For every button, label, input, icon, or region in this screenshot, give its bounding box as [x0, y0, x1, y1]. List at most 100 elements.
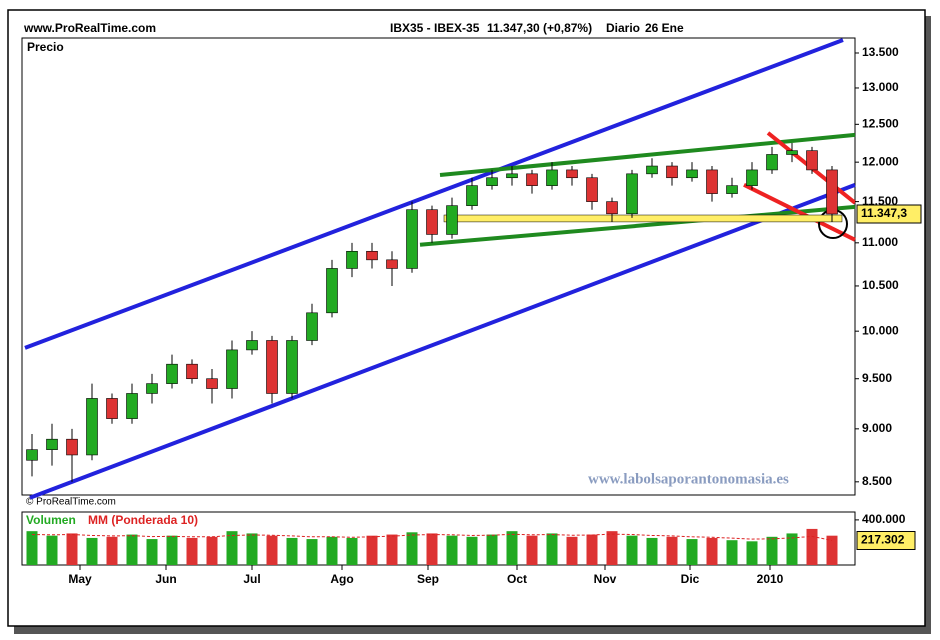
candle-body	[586, 177, 598, 202]
volume-bar	[86, 537, 98, 565]
last-price-box	[856, 204, 922, 224]
volume-bar	[106, 536, 118, 565]
y-tick-label: 11.000	[862, 235, 898, 249]
candle-body	[426, 209, 438, 235]
candle-body	[286, 340, 298, 394]
volume-bar	[606, 531, 618, 565]
candle-body	[566, 169, 578, 179]
candle-body	[626, 173, 638, 215]
y-tick-label: 9.500	[862, 371, 892, 385]
volume-bar	[286, 537, 298, 565]
volume-bar	[166, 535, 178, 565]
y-tick-label: 12.000	[862, 154, 899, 168]
x-tick-label: Sep	[417, 572, 439, 586]
volume-bar	[246, 533, 258, 565]
volume-bar	[666, 536, 678, 565]
volume-bar	[746, 541, 758, 565]
candle-body	[86, 398, 98, 456]
y-tick-label: 13.000	[862, 80, 899, 94]
candle-body	[146, 383, 158, 394]
x-tick-label: May	[68, 572, 92, 586]
ma-line	[31, 533, 833, 541]
volume-bar	[146, 539, 158, 565]
candle-body	[266, 340, 278, 394]
volume-bar	[306, 539, 318, 565]
y2-tick-label: 400.000	[862, 512, 906, 526]
y-tick-label: 13.500	[862, 45, 899, 59]
volume-bar	[546, 533, 558, 565]
ma-last-label: 217.302	[861, 533, 905, 547]
panel-label: Precio	[27, 40, 64, 54]
volume-bar	[126, 534, 138, 565]
volume-bar	[826, 535, 838, 565]
volume-bar	[506, 531, 518, 565]
candle-body	[366, 250, 378, 261]
candle-body	[346, 250, 358, 269]
date: 26 Ene	[645, 21, 684, 35]
trendline	[439, 132, 856, 177]
volume-bar	[786, 533, 798, 565]
volume-bar	[486, 534, 498, 565]
x-tick-label: Nov	[594, 572, 617, 586]
trendline	[24, 38, 844, 350]
volume-bar	[586, 534, 598, 565]
candle-body	[546, 169, 558, 186]
candle-body	[206, 378, 218, 389]
x-tick-label: Jul	[243, 572, 260, 586]
candle-body	[386, 259, 398, 269]
candle-body	[166, 363, 178, 384]
volume-bar	[326, 536, 338, 565]
candle-body	[766, 154, 778, 171]
x-tick-label: Jun	[155, 572, 176, 586]
volume-bar	[366, 535, 378, 565]
y-tick-label: 11.500	[862, 194, 898, 208]
volume-bar	[386, 534, 398, 565]
candle-body	[126, 393, 138, 419]
volume-bar	[206, 536, 218, 565]
candle-body	[666, 165, 678, 179]
period: Diario	[606, 21, 640, 35]
ma-label: MM (Ponderada 10)	[88, 513, 198, 527]
volume-bar	[446, 535, 458, 565]
volume-bar	[566, 536, 578, 565]
x-tick-label: Oct	[507, 572, 527, 586]
x-tick-label: Dic	[681, 572, 700, 586]
candle-body	[746, 169, 758, 186]
candle-body	[506, 173, 518, 179]
candle-body	[826, 169, 838, 215]
last-price-label: 11.347,3	[861, 206, 907, 220]
volume-bar	[626, 535, 638, 565]
y-tick-label: 9.000	[862, 421, 892, 435]
candle-body	[406, 209, 418, 269]
candle-body	[686, 169, 698, 179]
y-tick-label: 12.500	[862, 116, 899, 130]
y-tick-label: 10.500	[862, 278, 899, 292]
volume-bar	[806, 528, 818, 565]
trendline	[29, 182, 856, 500]
volume-bar	[526, 535, 538, 565]
volume-bar	[466, 536, 478, 565]
volume-bar	[406, 532, 418, 565]
watermark: www.labolsaporantonomasia.es	[588, 471, 789, 487]
candle-body	[646, 165, 658, 175]
candle-body	[466, 185, 478, 206]
volume-bar	[646, 537, 658, 565]
support-band	[443, 214, 843, 223]
volume-label: Volumen	[26, 513, 76, 527]
volume-bar	[726, 540, 738, 565]
candle-body	[66, 438, 78, 456]
y-tick-label: 10.000	[862, 323, 899, 337]
candle-body	[26, 449, 38, 461]
candle-body	[106, 398, 118, 419]
candle-body	[446, 205, 458, 235]
candle-body	[486, 177, 498, 186]
candle-body	[726, 185, 738, 194]
trendline	[419, 204, 856, 247]
candle-body	[46, 438, 58, 450]
ma-last-box	[856, 530, 916, 550]
candle-body	[226, 349, 238, 389]
copyright: © ProRealTime.com	[26, 497, 116, 508]
quote: 11.347,30 (+0,87%)	[487, 21, 592, 35]
candle-body	[186, 363, 198, 380]
